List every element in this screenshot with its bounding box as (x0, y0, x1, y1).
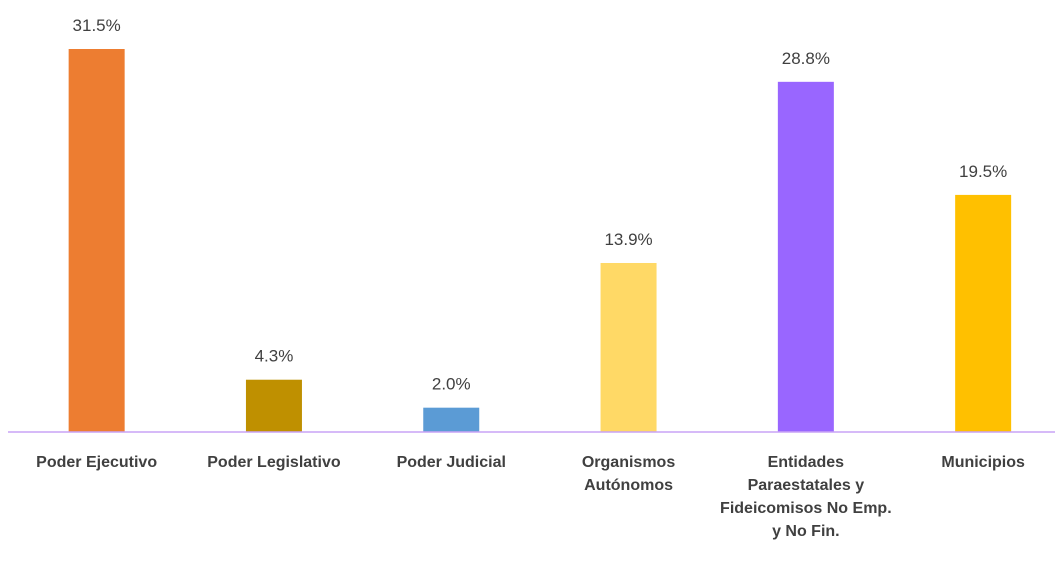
value-label: 19.5% (959, 162, 1007, 181)
bar (777, 81, 834, 432)
x-tick-label: Poder Judicial (396, 454, 506, 471)
value-label: 28.8% (782, 49, 830, 68)
x-tick-label: Organismos Autónomos (581, 454, 676, 494)
value-label: 13.9% (604, 230, 652, 249)
bar (245, 379, 302, 432)
x-tick-label: Poder Ejecutivo (36, 454, 158, 471)
bar (600, 262, 657, 432)
x-tick-label: Municipios (941, 454, 1025, 471)
value-label: 2.0% (432, 375, 471, 394)
value-label: 4.3% (255, 347, 294, 366)
bar (423, 407, 480, 432)
bar (68, 49, 125, 432)
bar (955, 194, 1012, 432)
x-tick-label: Poder Legislativo (207, 454, 341, 471)
value-label: 31.5% (73, 16, 121, 35)
x-tick-label: Entidades Paraestatales y Fideicomisos N… (720, 454, 892, 540)
